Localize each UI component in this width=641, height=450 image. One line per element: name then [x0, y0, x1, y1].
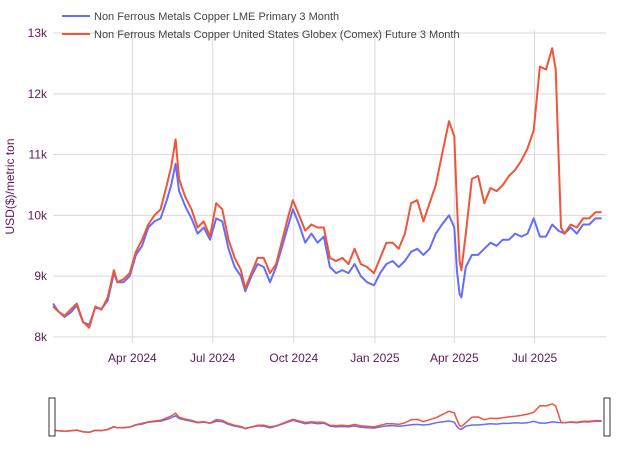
range-slider-left-handle[interactable]	[48, 397, 56, 437]
y-tick-label: 10k	[28, 208, 48, 222]
plot-background[interactable]	[53, 30, 606, 343]
y-tick-label: 9k	[34, 269, 48, 283]
legend[interactable]: Non Ferrous Metals Copper LME Primary 3 …	[62, 11, 460, 41]
x-tick-label: Apr 2025	[430, 351, 479, 365]
x-tick-label: Jul 2024	[190, 351, 236, 365]
x-tick-label: Oct 2024	[269, 351, 318, 365]
legend-item-lme[interactable]: Non Ferrous Metals Copper LME Primary 3 …	[62, 11, 339, 23]
range-slider[interactable]	[48, 397, 611, 437]
grid-layer	[53, 30, 606, 343]
legend-label-lme: Non Ferrous Metals Copper LME Primary 3 …	[94, 11, 339, 23]
legend-label-comex: Non Ferrous Metals Copper United States …	[94, 29, 460, 41]
y-tick-label: 12k	[28, 87, 48, 101]
axis-layer: USD($)/metric ton 8k 9k 10k 11k 12k 13k Apr 20…	[3, 26, 558, 365]
series-line-comex	[52, 47, 602, 329]
legend-item-comex[interactable]: Non Ferrous Metals Copper United States …	[62, 29, 460, 41]
y-tick-label: 8k	[34, 330, 48, 344]
x-tick-label: Jan 2025	[350, 351, 400, 365]
y-axis-label: USD($)/metric ton	[3, 138, 17, 234]
range-slider-track[interactable]	[53, 398, 606, 436]
range-slider-series	[52, 403, 602, 434]
x-tick-label: Jul 2025	[512, 351, 558, 365]
x-tick-label: Apr 2024	[108, 351, 157, 365]
y-tick-label: 13k	[28, 26, 48, 40]
series-line-lme	[52, 162, 602, 326]
series-layer	[52, 47, 602, 329]
range-slider-right-handle[interactable]	[603, 397, 611, 437]
y-tick-label: 11k	[29, 148, 48, 162]
plot-area[interactable]	[53, 30, 606, 343]
range-slider-line-comex	[52, 403, 602, 434]
